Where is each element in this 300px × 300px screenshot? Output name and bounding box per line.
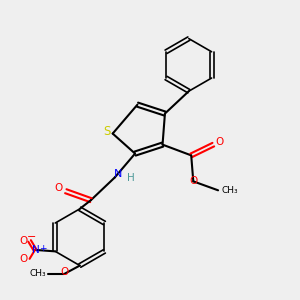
Text: O: O	[189, 176, 197, 186]
Text: −: −	[26, 232, 36, 242]
Text: S: S	[103, 125, 110, 138]
Text: O: O	[61, 267, 69, 277]
Text: N: N	[114, 169, 122, 179]
Text: O: O	[54, 183, 62, 193]
Text: O: O	[19, 236, 27, 246]
Text: H: H	[127, 173, 135, 183]
Text: CH₃: CH₃	[29, 269, 46, 278]
Text: CH₃: CH₃	[221, 186, 238, 195]
Text: N: N	[32, 245, 40, 255]
Text: +: +	[40, 244, 47, 253]
Text: O: O	[216, 137, 224, 147]
Text: O: O	[19, 254, 27, 264]
